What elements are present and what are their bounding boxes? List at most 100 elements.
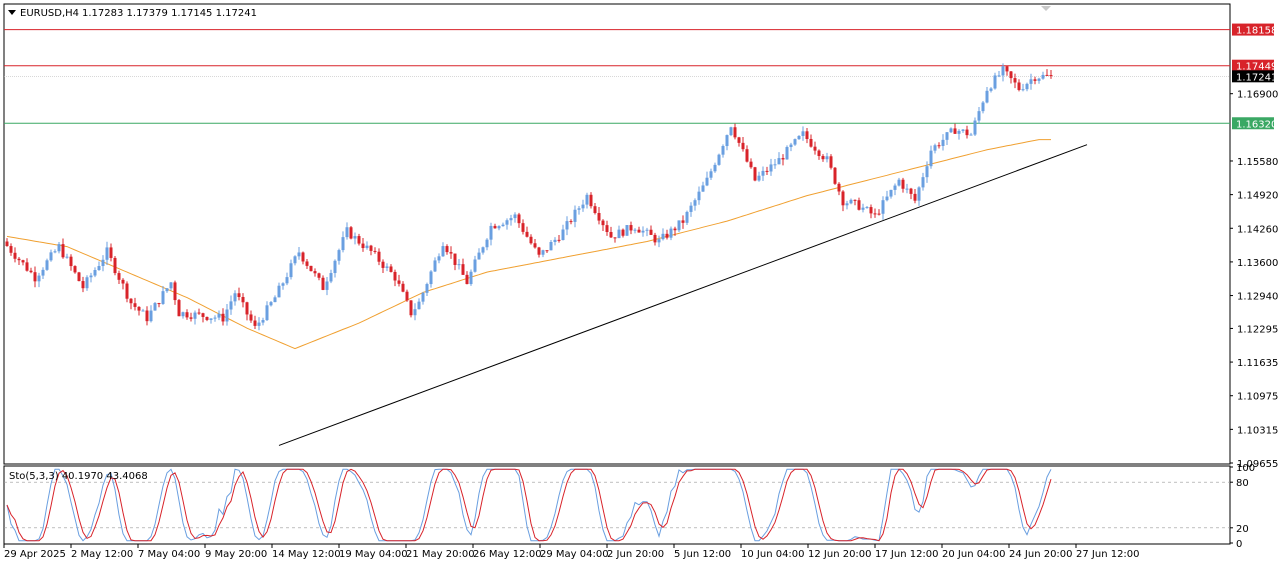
candle-body: [289, 263, 293, 278]
candle-body: [309, 265, 313, 272]
candle-body: [841, 191, 845, 206]
level-tag-text-support: 1.16320: [1236, 119, 1277, 130]
candle-body: [601, 220, 605, 226]
candle-body: [57, 244, 61, 252]
candle-body: [925, 166, 929, 178]
candle-body: [117, 273, 121, 280]
candle-body: [125, 283, 129, 299]
candle-body: [305, 261, 309, 266]
candle-body: [241, 296, 245, 303]
candle-body: [333, 260, 337, 274]
candle-body: [189, 317, 193, 319]
candle-body: [265, 305, 269, 321]
candle-body: [421, 292, 425, 302]
candle-body: [989, 88, 993, 91]
candle-body: [745, 149, 749, 162]
candle-body: [753, 167, 757, 181]
candle-body: [441, 246, 445, 257]
candle-body: [625, 225, 629, 236]
candle-body: [833, 167, 837, 184]
candle-body: [53, 251, 57, 253]
ohlc-values: 1.17283 1.17379 1.17145 1.17241: [82, 8, 257, 19]
candle-body: [821, 156, 825, 160]
candle-body: [145, 310, 149, 322]
candle-body: [945, 132, 949, 140]
main-panel[interactable]: [3, 3, 1231, 465]
candle-body: [873, 213, 877, 215]
candle-body: [257, 322, 261, 326]
candle-body: [881, 200, 885, 214]
candle-body: [9, 246, 13, 253]
candle-body: [73, 266, 77, 273]
candle-body: [733, 127, 737, 138]
candle-body: [781, 158, 785, 160]
time-tick-label: 9 May 20:00: [205, 549, 267, 560]
candle-body: [49, 252, 53, 261]
price-axis: 1.16900 1.15580 1.14920 1.14260 1.13600 1.129…: [1230, 90, 1278, 470]
trendline-line: [278, 144, 1088, 446]
candle-body: [585, 194, 589, 205]
time-tick-label: 5 Jun 12:00: [674, 549, 731, 560]
candle-body: [365, 245, 369, 249]
candle-body: [677, 220, 681, 231]
time-tick-label: 2 Jun 20:00: [607, 549, 664, 560]
candle-body: [589, 194, 593, 207]
candle-body: [805, 131, 809, 139]
stochastic-axis: 100 80 20 0: [1230, 463, 1255, 550]
candle-body: [477, 252, 481, 260]
candle-body: [1041, 74, 1045, 79]
candle-body: [645, 229, 649, 231]
candle-body: [845, 203, 849, 206]
candle-body: [717, 154, 721, 165]
candle-body: [357, 236, 361, 244]
stochastic-panel[interactable]: [3, 465, 1231, 545]
time-tick-label: 10 Jun 04:00: [741, 549, 805, 560]
candle-body: [177, 300, 181, 317]
candle-body: [637, 229, 641, 233]
candle-body: [317, 273, 321, 278]
candle-body: [469, 271, 473, 285]
candle-body: [313, 271, 317, 274]
candle-body: [757, 175, 761, 181]
candle-body: [801, 131, 805, 136]
candle-body: [817, 150, 821, 157]
candle-body: [617, 229, 621, 239]
candle-body: [513, 214, 517, 219]
candle-body: [941, 139, 945, 146]
candle-body: [445, 246, 449, 253]
candle-body: [685, 211, 689, 223]
time-tick-label: 29 Apr 2025: [4, 549, 66, 560]
candle-body: [749, 161, 753, 168]
candle-body: [97, 266, 101, 271]
candle-body: [297, 252, 301, 257]
candle-body: [13, 252, 17, 259]
candle-body: [997, 75, 1001, 77]
candle-body: [149, 310, 153, 322]
candle-body: [65, 256, 69, 258]
candle-body: [1009, 71, 1013, 79]
candle-body: [701, 185, 705, 192]
candle-body: [337, 250, 341, 261]
candle-body: [861, 207, 865, 210]
candle-body: [953, 128, 957, 134]
symbol-menu-icon[interactable]: [8, 10, 16, 15]
candle-body: [425, 284, 429, 293]
candle-body: [153, 303, 157, 311]
candle-body: [389, 266, 393, 272]
candle-body: [877, 213, 881, 215]
candle-body: [977, 111, 981, 121]
price-tick-label: 1.15580: [1237, 157, 1278, 168]
candle-body: [293, 256, 297, 264]
candle-body: [21, 260, 25, 263]
candle-body: [301, 252, 305, 262]
candle-body: [849, 199, 853, 204]
candle-body: [605, 225, 609, 233]
candle-body: [61, 244, 65, 258]
time-tick-label: 14 May 12:00: [272, 549, 341, 560]
candle-body: [705, 177, 709, 186]
candle-body: [329, 273, 333, 282]
price-tick-label: 1.12940: [1237, 292, 1278, 303]
candle-body: [889, 189, 893, 197]
candle-body: [517, 214, 521, 224]
